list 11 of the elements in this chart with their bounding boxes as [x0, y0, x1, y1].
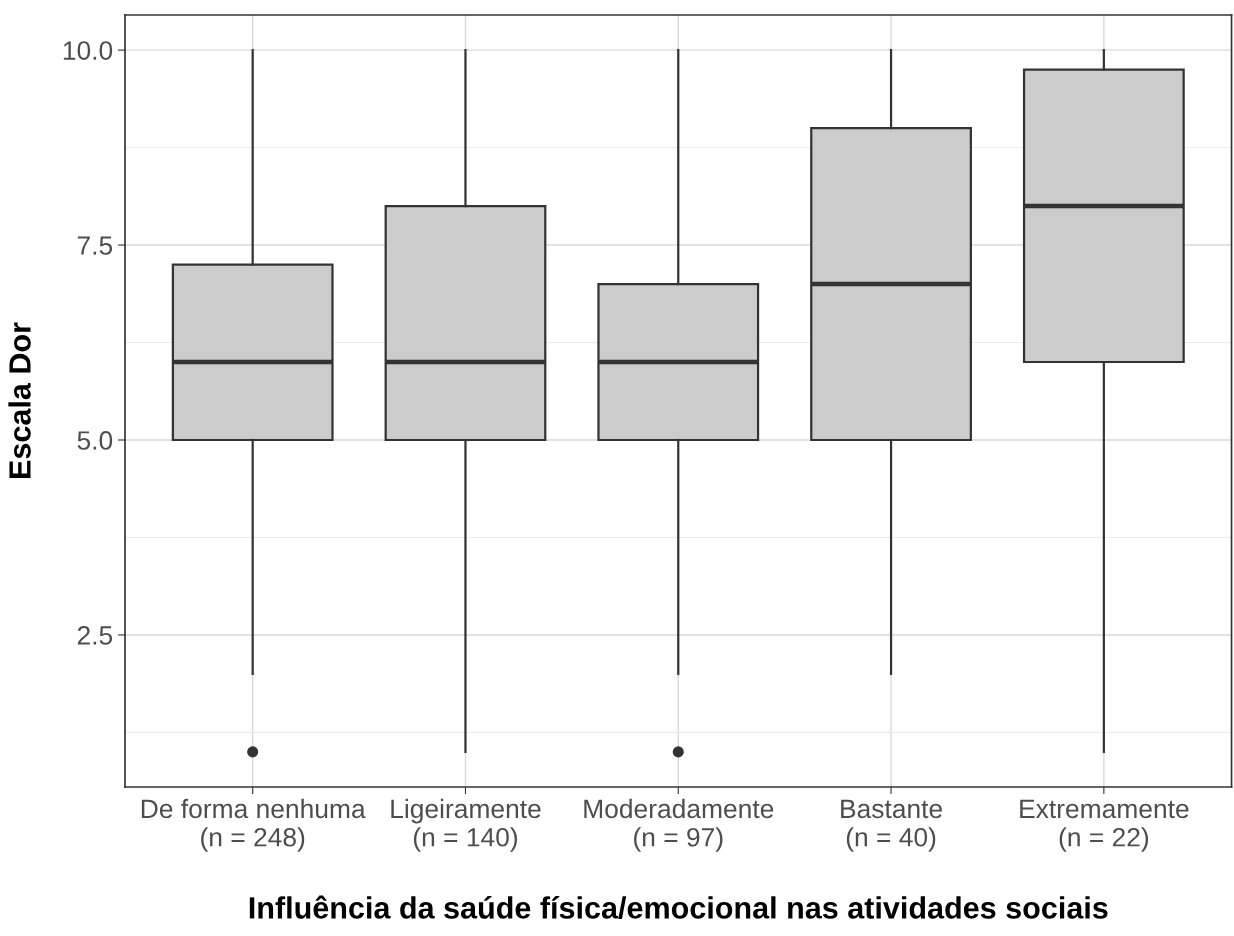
y-tick-label: 2.5 — [77, 626, 113, 645]
x-tick-label: Ligeiramente (n = 140) — [391, 798, 541, 852]
x-tick-label: Moderadamente (n = 97) — [584, 798, 774, 852]
x-tick-label: Bastante (n = 40) — [841, 799, 942, 852]
y-axis-title: Escala Dor — [8, 322, 31, 478]
y-tick-label: 5.0 — [77, 431, 113, 450]
x-axis-title: Influência da saúde física/emocional nas atividades sociais — [249, 895, 1108, 920]
y-tick-label: 10.0 — [63, 41, 113, 60]
x-tick-label: De forma nenhuma (n = 248) — [141, 798, 366, 852]
x-tick-label: Extremamente (n = 22) — [1020, 799, 1189, 852]
y-tick-label: 7.5 — [77, 236, 113, 255]
